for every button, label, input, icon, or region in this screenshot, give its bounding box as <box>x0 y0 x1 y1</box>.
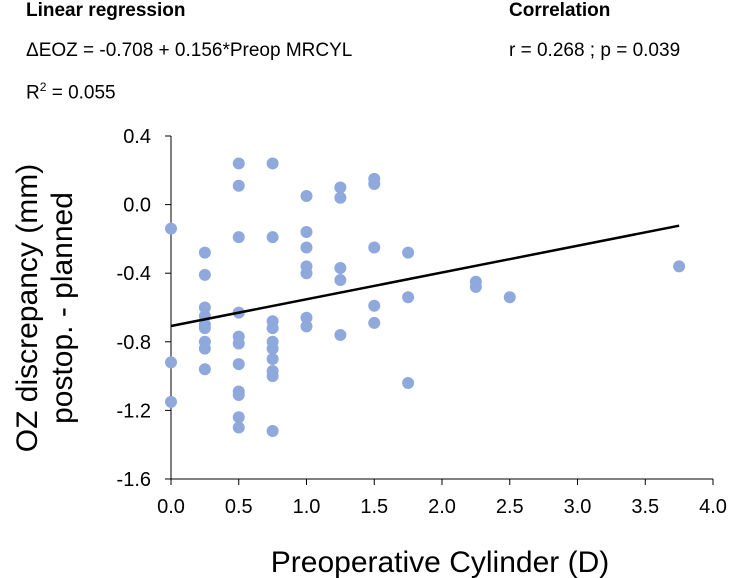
data-point <box>300 241 313 254</box>
r-squared-label: R2 = 0.055 <box>26 80 116 104</box>
x-tick-label: 1.5 <box>360 496 388 518</box>
data-point <box>300 190 313 203</box>
data-point <box>368 316 381 329</box>
x-tick-label: 2.0 <box>428 496 456 518</box>
data-point <box>165 222 177 235</box>
data-point <box>198 268 211 281</box>
r2-value: = 0.055 <box>46 82 116 104</box>
x-tick-label: 4.0 <box>699 496 727 518</box>
data-point <box>266 322 279 335</box>
data-point <box>232 231 245 244</box>
data-point <box>266 342 279 355</box>
data-point <box>368 241 381 254</box>
data-point <box>334 181 347 194</box>
data-point <box>232 337 245 350</box>
regression-line-layer <box>170 224 680 328</box>
data-point <box>266 157 279 170</box>
data-point <box>232 358 245 371</box>
data-point <box>334 274 347 287</box>
y-tick-label: -0.4 <box>117 263 151 285</box>
data-point <box>503 291 516 304</box>
data-point <box>266 352 279 365</box>
data-point <box>165 356 177 369</box>
data-point <box>266 231 279 244</box>
y-tick-label: 0.4 <box>123 126 151 148</box>
x-tick-label: 2.5 <box>496 496 524 518</box>
data-point <box>198 363 211 376</box>
x-tick-label: 3.0 <box>564 496 592 518</box>
x-tick-label: 3.5 <box>631 496 659 518</box>
data-point <box>232 388 245 401</box>
y-tick-label: 0.0 <box>123 195 151 217</box>
regression-title: Linear regression <box>26 0 186 21</box>
regression-line <box>170 224 680 328</box>
data-point <box>232 421 245 434</box>
data-point <box>402 291 415 304</box>
axes: 0.4 0.0 -0.4 -0.8 -1.2 -1.6 0.0 0.5 1.0 1.5 2.0 2.5… <box>117 126 727 518</box>
correlation-title: Correlation <box>509 0 611 21</box>
data-point <box>368 178 381 191</box>
data-point <box>232 157 245 170</box>
r2-letter: R <box>26 82 40 104</box>
data-point <box>266 370 279 383</box>
data-point <box>368 299 381 312</box>
data-point <box>300 311 313 324</box>
data-point <box>334 262 347 275</box>
data-point <box>232 179 245 192</box>
y-tick-label: -0.8 <box>117 332 151 354</box>
correlation-stats: r = 0.268 ; p = 0.039 <box>509 40 681 61</box>
data-point <box>232 411 245 424</box>
data-point <box>402 246 415 259</box>
data-point <box>266 424 279 437</box>
data-point <box>402 376 415 389</box>
y-axis-title-line2: postop. - planned <box>46 192 79 424</box>
data-points <box>165 157 686 437</box>
x-axis-title: Preoperative Cylinder (D) <box>271 546 609 578</box>
x-tick-label: 0.0 <box>157 496 185 518</box>
data-point <box>300 267 313 280</box>
x-tick-label: 0.5 <box>225 496 253 518</box>
data-point <box>198 301 211 314</box>
data-point <box>165 395 177 408</box>
data-point <box>300 226 313 239</box>
x-tick-label: 1.0 <box>293 496 321 518</box>
data-point <box>334 191 347 204</box>
data-point <box>198 246 211 259</box>
r2-superscript: 2 <box>39 80 47 94</box>
y-axis-title-line1: OZ discrepancy (mm) <box>11 164 44 452</box>
data-point <box>198 342 211 355</box>
data-point <box>469 280 482 293</box>
y-tick-label: -1.2 <box>117 400 151 422</box>
regression-equation: ΔEOZ = -0.708 + 0.156*Preop MRCYL <box>26 40 353 61</box>
y-tick-label: -1.6 <box>117 469 151 491</box>
data-point <box>334 328 347 341</box>
data-point <box>300 320 313 333</box>
data-point <box>673 260 686 273</box>
data-point <box>198 322 211 335</box>
